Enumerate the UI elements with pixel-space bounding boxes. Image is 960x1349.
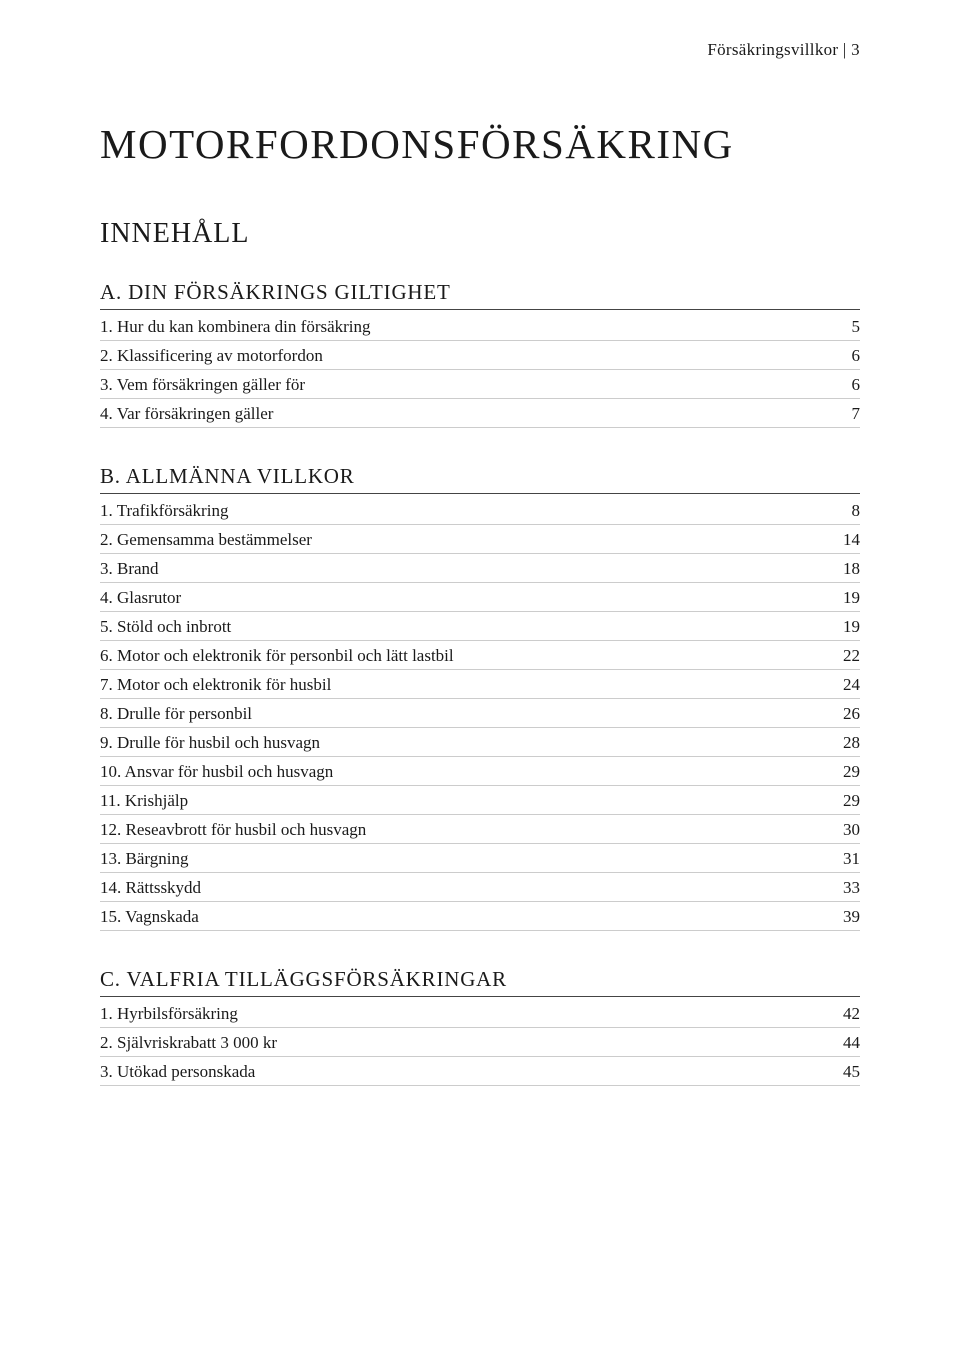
toc-page: 42: [820, 1004, 860, 1024]
toc-page: 29: [820, 791, 860, 811]
toc-label: 4. Glasrutor: [100, 588, 820, 608]
toc-label: 2. Klassificering av motorfordon: [100, 346, 820, 366]
toc-row: 1. Hyrbilsförsäkring 42: [100, 999, 860, 1028]
toc-row: 8. Drulle för personbil 26: [100, 699, 860, 728]
toc-label: 10. Ansvar för husbil och husvagn: [100, 762, 820, 782]
toc-page: 19: [820, 617, 860, 637]
toc-label: 2. Självriskrabatt 3 000 kr: [100, 1033, 820, 1053]
toc-label: 3. Utökad personskada: [100, 1062, 820, 1082]
toc-label: 12. Reseavbrott för husbil och husvagn: [100, 820, 820, 840]
toc-row: 13. Bärgning 31: [100, 844, 860, 873]
toc-row: 14. Rättsskydd 33: [100, 873, 860, 902]
toc-page: 18: [820, 559, 860, 579]
toc-row: 15. Vagnskada 39: [100, 902, 860, 931]
toc-label: 6. Motor och elektronik för personbil oc…: [100, 646, 820, 666]
toc-label: 1. Trafikförsäkring: [100, 501, 820, 521]
toc-label: 3. Brand: [100, 559, 820, 579]
page-container: Försäkringsvillkor | 3 MOTORFORDONSFÖRSÄ…: [0, 0, 960, 1349]
document-subtitle: INNEHÅLL: [100, 218, 860, 250]
toc-page: 31: [820, 849, 860, 869]
page-header: Försäkringsvillkor | 3: [100, 40, 860, 60]
toc-page: 7: [820, 404, 860, 424]
toc-row: 10. Ansvar för husbil och husvagn 29: [100, 757, 860, 786]
toc-section-a: A. DIN FÖRSÄKRINGS GILTIGHET 1. Hur du k…: [100, 280, 860, 428]
toc-page: 30: [820, 820, 860, 840]
toc-page: 6: [820, 346, 860, 366]
toc-label: 5. Stöld och inbrott: [100, 617, 820, 637]
toc-row: 3. Utökad personskada 45: [100, 1057, 860, 1086]
toc-page: 45: [820, 1062, 860, 1082]
toc-row: 1. Trafikförsäkring 8: [100, 496, 860, 525]
toc-row: 2. Klassificering av motorfordon 6: [100, 341, 860, 370]
toc-label: 1. Hyrbilsförsäkring: [100, 1004, 820, 1024]
toc-label: 14. Rättsskydd: [100, 878, 820, 898]
toc-label: 1. Hur du kan kombinera din försäkring: [100, 317, 820, 337]
document-title: MOTORFORDONSFÖRSÄKRING: [100, 120, 860, 168]
toc-page: 44: [820, 1033, 860, 1053]
toc-label: 2. Gemensamma bestämmelser: [100, 530, 820, 550]
toc-label: 7. Motor och elektronik för husbil: [100, 675, 820, 695]
section-heading: C. VALFRIA TILLÄGGSFÖRSÄKRINGAR: [100, 967, 860, 997]
toc-row: 6. Motor och elektronik för personbil oc…: [100, 641, 860, 670]
toc-row: 2. Självriskrabatt 3 000 kr 44: [100, 1028, 860, 1057]
toc-label: 9. Drulle för husbil och husvagn: [100, 733, 820, 753]
toc-row: 3. Vem försäkringen gäller för 6: [100, 370, 860, 399]
toc-row: 4. Glasrutor 19: [100, 583, 860, 612]
toc-page: 24: [820, 675, 860, 695]
section-heading: A. DIN FÖRSÄKRINGS GILTIGHET: [100, 280, 860, 310]
toc-row: 9. Drulle för husbil och husvagn 28: [100, 728, 860, 757]
toc-label: 3. Vem försäkringen gäller för: [100, 375, 820, 395]
toc-row: 11. Krishjälp 29: [100, 786, 860, 815]
toc-row: 5. Stöld och inbrott 19: [100, 612, 860, 641]
toc-label: 15. Vagnskada: [100, 907, 820, 927]
toc-row: 4. Var försäkringen gäller 7: [100, 399, 860, 428]
toc-label: 4. Var försäkringen gäller: [100, 404, 820, 424]
toc-row: 1. Hur du kan kombinera din försäkring 5: [100, 312, 860, 341]
toc-label: 13. Bärgning: [100, 849, 820, 869]
toc-row: 7. Motor och elektronik för husbil 24: [100, 670, 860, 699]
toc-page: 26: [820, 704, 860, 724]
toc-page: 6: [820, 375, 860, 395]
toc-label: 8. Drulle för personbil: [100, 704, 820, 724]
section-heading: B. ALLMÄNNA VILLKOR: [100, 464, 860, 494]
toc-page: 28: [820, 733, 860, 753]
toc-page: 14: [820, 530, 860, 550]
toc-page: 29: [820, 762, 860, 782]
toc-page: 8: [820, 501, 860, 521]
toc-page: 5: [820, 317, 860, 337]
toc-page: 39: [820, 907, 860, 927]
toc-page: 33: [820, 878, 860, 898]
toc-page: 22: [820, 646, 860, 666]
toc-label: 11. Krishjälp: [100, 791, 820, 811]
toc-section-b: B. ALLMÄNNA VILLKOR 1. Trafikförsäkring …: [100, 464, 860, 931]
toc-page: 19: [820, 588, 860, 608]
toc-row: 3. Brand 18: [100, 554, 860, 583]
toc-section-c: C. VALFRIA TILLÄGGSFÖRSÄKRINGAR 1. Hyrbi…: [100, 967, 860, 1086]
toc-row: 2. Gemensamma bestämmelser 14: [100, 525, 860, 554]
toc-row: 12. Reseavbrott för husbil och husvagn 3…: [100, 815, 860, 844]
